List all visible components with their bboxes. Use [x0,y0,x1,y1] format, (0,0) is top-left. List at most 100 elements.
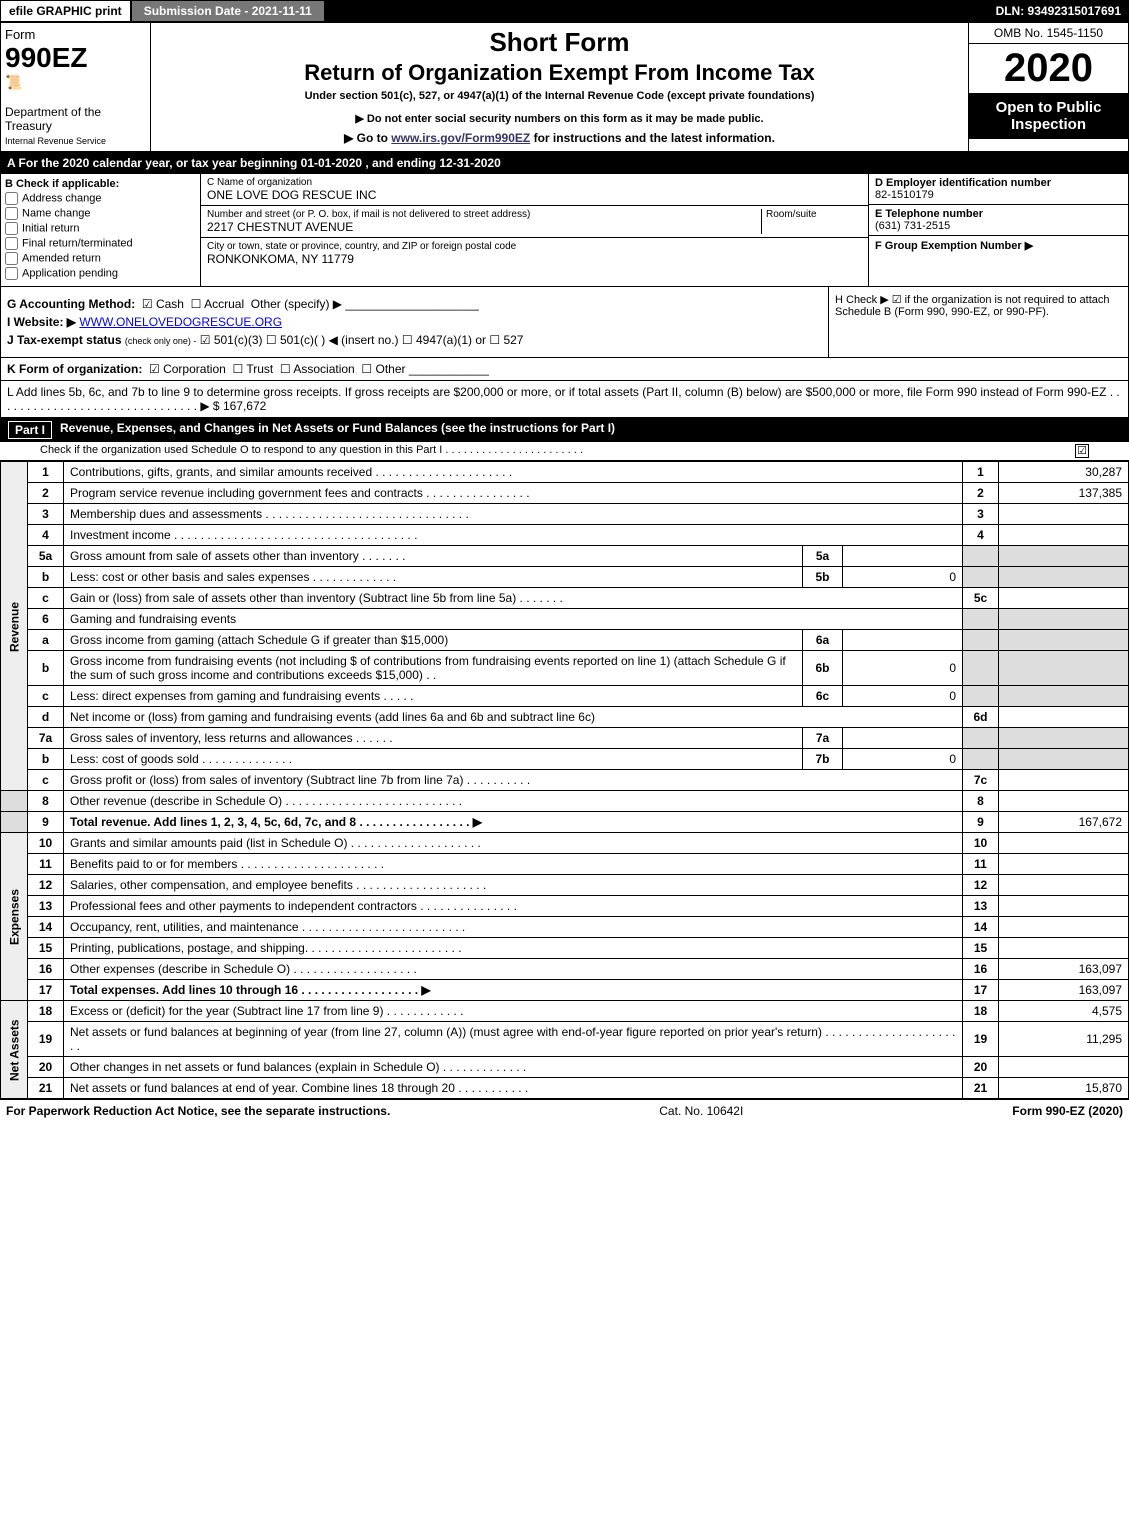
shade-cell [999,728,1129,749]
room-label: Room/suite [766,209,862,220]
line-num: 6 [28,609,64,630]
line-sub: 6c [803,686,843,707]
line-desc-bold: Total revenue. Add lines 1, 2, 3, 4, 5c,… [70,815,482,829]
period-bar: A For the 2020 calendar year, or tax yea… [0,152,1129,174]
chk-name-change[interactable]: Name change [5,207,196,220]
street-label: Number and street (or P. O. box, if mail… [207,209,757,220]
chk-amended-return-text: Amended return [22,252,101,264]
g-line: G Accounting Method: ☑ Cash ☐ Accrual Ot… [7,297,822,311]
irs-label: Internal Revenue Service [5,136,106,146]
g-accrual: Accrual [204,297,244,311]
line-sub: 7a [803,728,843,749]
ssn-notice: ▶ Do not enter social security numbers o… [155,112,964,125]
chk-address-change[interactable]: Address change [5,192,196,205]
line-subval [843,630,963,651]
chk-application-pending[interactable]: Application pending [5,267,196,280]
line-val [999,875,1129,896]
line-col: 18 [963,1001,999,1022]
table-row: cGross profit or (loss) from sales of in… [1,770,1129,791]
submission-date: Submission Date - 2021-11-11 [131,0,325,22]
table-row: 17Total expenses. Add lines 10 through 1… [1,980,1129,1001]
line-num: 13 [28,896,64,917]
line-desc: Total revenue. Add lines 1, 2, 3, 4, 5c,… [64,812,963,833]
g-cash: Cash [156,297,184,311]
line-num: 9 [28,812,64,833]
phone-value: (631) 731-2515 [875,220,950,232]
line-val [999,896,1129,917]
shade-cell [963,728,999,749]
group-row: F Group Exemption Number ▶ [869,236,1128,255]
chk-name-change-box[interactable] [5,207,18,220]
top-bar: efile GRAPHIC print Submission Date - 20… [0,0,1129,22]
chk-final-return[interactable]: Final return/terminated [5,237,196,250]
line-val [999,854,1129,875]
omb-number: OMB No. 1545-1150 [969,23,1128,44]
ein-value: 82-1510179 [875,189,934,201]
table-row: 8Other revenue (describe in Schedule O) … [1,791,1129,812]
table-row: 5aGross amount from sale of assets other… [1,546,1129,567]
line-num: 5a [28,546,64,567]
section-def: D Employer identification number 82-1510… [868,174,1128,286]
line-desc: Membership dues and assessments . . . . … [64,504,963,525]
shade-cell [999,567,1129,588]
line-desc: Gross sales of inventory, less returns a… [64,728,803,749]
line-desc: Benefits paid to or for members . . . . … [64,854,963,875]
chk-final-return-box[interactable] [5,237,18,250]
line-col: 2 [963,483,999,504]
line-val [999,504,1129,525]
link-pre: ▶ Go to [344,131,391,145]
table-row: 19Net assets or fund balances at beginni… [1,1022,1129,1057]
shade-cell [999,630,1129,651]
website-link[interactable]: WWW.ONELOVEDOGRESCUE.ORG [79,315,282,329]
table-row: Net Assets 18Excess or (deficit) for the… [1,1001,1129,1022]
chk-application-pending-text: Application pending [22,267,118,279]
line-num: b [28,651,64,686]
line-val: 163,097 [999,959,1129,980]
k-label: K Form of organization: [7,362,142,376]
line-num: 7a [28,728,64,749]
line-desc: Occupancy, rent, utilities, and maintena… [64,917,963,938]
line-col: 3 [963,504,999,525]
netassets-section-label: Net Assets [1,1001,28,1099]
line-val [999,1057,1129,1078]
line-subval: 0 [843,686,963,707]
chk-amended-return-box[interactable] [5,252,18,265]
line-desc: Less: cost or other basis and sales expe… [64,567,803,588]
chk-amended-return[interactable]: Amended return [5,252,196,265]
dept-label: Department of the Treasury [5,105,101,133]
chk-initial-return-box[interactable] [5,222,18,235]
line-desc: Less: direct expenses from gaming and fu… [64,686,803,707]
line-num: c [28,588,64,609]
phone-row: E Telephone number (631) 731-2515 [869,205,1128,236]
line-val [999,833,1129,854]
header-center: Short Form Return of Organization Exempt… [151,23,968,151]
header-left: Form 990EZ 📜 Department of the Treasury … [1,23,151,151]
line-num: 8 [28,791,64,812]
line-desc: Gross amount from sale of assets other t… [64,546,803,567]
table-row: 3Membership dues and assessments . . . .… [1,504,1129,525]
shade-cell [963,749,999,770]
table-row: 12Salaries, other compensation, and empl… [1,875,1129,896]
line-subval [843,728,963,749]
line-desc: Excess or (deficit) for the year (Subtra… [64,1001,963,1022]
line-col: 4 [963,525,999,546]
line-col: 11 [963,854,999,875]
line-desc: Contributions, gifts, grants, and simila… [64,462,963,483]
chk-initial-return[interactable]: Initial return [5,222,196,235]
line-desc: Gross income from fundraising events (no… [64,651,803,686]
line-desc-bold: Total expenses. Add lines 10 through 16 … [70,983,431,997]
chk-application-pending-box[interactable] [5,267,18,280]
line-subval: 0 [843,749,963,770]
irs-link[interactable]: www.irs.gov/Form990EZ [391,131,530,145]
j-501c3: 501(c)(3) [214,333,263,347]
table-row: 15Printing, publications, postage, and s… [1,938,1129,959]
form-number: 990EZ [5,42,88,73]
line-val [999,770,1129,791]
table-row: 6Gaming and fundraising events [1,609,1129,630]
shade-cell [999,686,1129,707]
instructions-link-line: ▶ Go to www.irs.gov/Form990EZ for instru… [155,131,964,145]
form-label: Form [5,27,35,42]
org-name-value: ONE LOVE DOG RESCUE INC [207,188,376,202]
ein-row: D Employer identification number 82-1510… [869,174,1128,205]
chk-address-change-box[interactable] [5,192,18,205]
